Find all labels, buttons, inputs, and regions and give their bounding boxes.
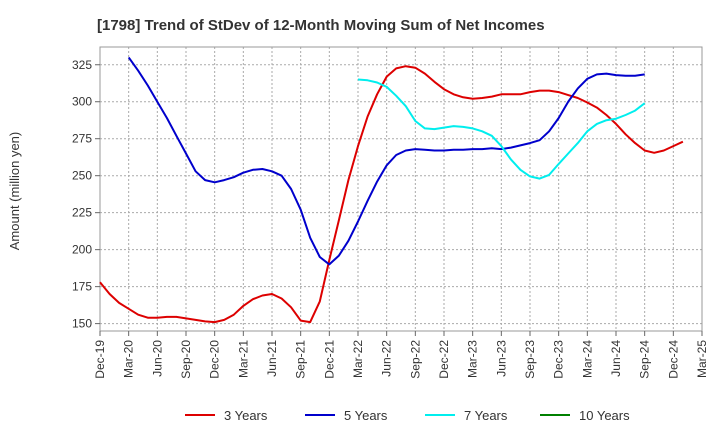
series-line-7-years — [357, 78, 646, 180]
x-tick-label: Sep-21 — [294, 340, 308, 379]
x-tick-label: Jun-24 — [609, 340, 623, 377]
x-tick-label: Sep-22 — [408, 340, 422, 379]
series-line-5-years — [127, 56, 645, 266]
grid — [99, 47, 703, 331]
x-tick-label: Jun-21 — [265, 340, 279, 377]
x-tick-label: Dec-19 — [93, 340, 107, 379]
x-tick-label: Jun-20 — [150, 340, 164, 377]
x-tick-label: Jun-22 — [380, 340, 394, 377]
series-layer — [99, 56, 684, 324]
x-tick-label: Mar-25 — [695, 340, 709, 378]
y-tick-label: 175 — [72, 280, 92, 294]
plot-frame — [99, 46, 703, 332]
x-tick-label: Sep-20 — [179, 340, 193, 379]
y-tick-label: 200 — [72, 243, 92, 257]
x-tick-label: Dec-21 — [322, 340, 336, 379]
x-tick-label: Dec-22 — [437, 340, 451, 379]
series-line-3-years — [99, 65, 684, 324]
y-tick-label: 250 — [72, 169, 92, 183]
x-tick-label: Mar-23 — [466, 340, 480, 378]
x-tick-label: Jun-23 — [494, 340, 508, 377]
legend-label-3-years: 3 Years — [224, 408, 268, 423]
x-tick-label: Mar-21 — [236, 340, 250, 378]
x-tick-label: Mar-20 — [122, 340, 136, 378]
x-tick-label: Mar-24 — [580, 340, 594, 378]
x-tick-label: Mar-22 — [351, 340, 365, 378]
y-tick-label: 275 — [72, 132, 92, 146]
x-tick-label: Dec-23 — [552, 340, 566, 379]
y-tick-label: 325 — [72, 58, 92, 72]
x-tick-label: Dec-24 — [666, 340, 680, 379]
y-tick-label: 225 — [72, 206, 92, 220]
x-axis: Dec-19 Mar-20 Jun-20 Sep-20 Dec-20 Mar-21 Jun-… — [93, 331, 709, 379]
legend: 3 Years 5 Years 7 Years 10 Years — [185, 408, 630, 423]
x-tick-label: Sep-24 — [638, 340, 652, 379]
x-tick-label: Sep-23 — [523, 340, 537, 379]
y-tick-label: 150 — [72, 317, 92, 331]
y-axis-label: Amount (million yen) — [7, 132, 22, 251]
legend-label-7-years: 7 Years — [464, 408, 508, 423]
y-axis: 150 175 200 225 250 275 300 325 — [72, 58, 100, 331]
legend-label-5-years: 5 Years — [344, 408, 388, 423]
chart-title: [1798] Trend of StDev of 12-Month Moving… — [97, 17, 545, 34]
x-tick-label: Dec-20 — [208, 340, 222, 379]
legend-label-10-years: 10 Years — [579, 408, 630, 423]
y-tick-label: 300 — [72, 95, 92, 109]
